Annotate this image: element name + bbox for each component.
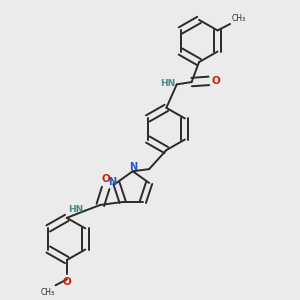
Text: O: O	[211, 76, 220, 86]
Text: HN: HN	[68, 205, 83, 214]
Text: O: O	[102, 174, 111, 184]
Text: O: O	[62, 277, 71, 286]
Text: N: N	[130, 162, 138, 172]
Text: CH₃: CH₃	[40, 288, 54, 297]
Text: CH₃: CH₃	[231, 14, 245, 22]
Text: HN: HN	[160, 79, 175, 88]
Text: N: N	[108, 177, 116, 187]
